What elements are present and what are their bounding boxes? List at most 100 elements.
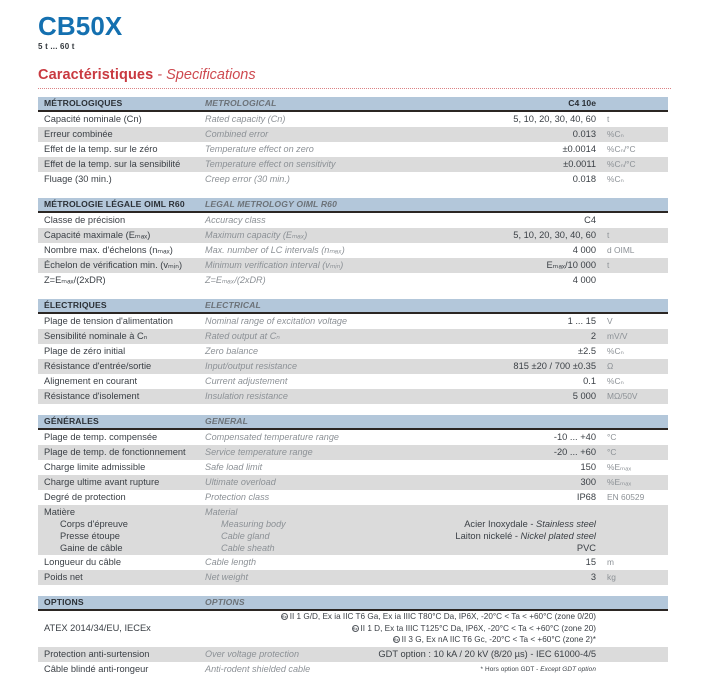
material-item-fr: Corps d'épreuve	[60, 518, 128, 529]
table-row: Plage de temp. de fonctionnement Service…	[38, 444, 668, 460]
table-row: Résistance d'isolement Insulation resist…	[38, 388, 668, 404]
product-title: CB50X	[38, 11, 123, 41]
section-header-general: GÉNÉRALES GENERAL	[38, 414, 668, 430]
material-labels-en: Material Measuring body Cable gland Cabl…	[205, 506, 433, 555]
row-label-fr: Capacité nominale (Cn)	[44, 113, 142, 124]
atex-ex-icon: Ex	[280, 612, 288, 620]
row-label-en: Anti-rodent shielded cable	[205, 663, 311, 674]
table-row: Effet de la temp. sur la sensibilité Tem…	[38, 156, 668, 172]
row-value: 0.018	[572, 173, 596, 184]
section-electrical: ÉLECTRIQUES ELECTRICAL Plage de tension …	[38, 298, 668, 404]
table-row: Longueur du câble Cable length 15 m	[38, 555, 668, 570]
material-label-en: Material	[205, 506, 238, 517]
row-label-en: Temperature effect on zero	[205, 143, 314, 154]
row-label-fr: Nombre max. d'échelons (nₘₐₓ)	[44, 244, 173, 255]
spec-table: MÉTROLOGIQUES METROLOGICAL C4 10e Capaci…	[38, 96, 668, 677]
row-label-en: Over voltage protection	[205, 648, 300, 659]
row-value: 2	[590, 330, 596, 341]
material-value-fr: Acier Inoxydale -	[464, 518, 537, 529]
row-value: IP68	[576, 491, 596, 502]
row-label-en: Rated capacity (Cn)	[205, 113, 286, 124]
row-label-fr: Câble blindé anti-rongeur	[44, 663, 149, 674]
row-label-fr: Poids net	[44, 571, 83, 582]
section-header-fr: GÉNÉRALES	[44, 415, 99, 426]
material-values: Acier Inoxydale - Stainless steel Laiton…	[433, 506, 596, 555]
material-item-fr: Presse étoupe	[60, 530, 120, 541]
row-label-en: Zero balance	[205, 345, 259, 356]
row-unit: %Eₘₐₓ	[607, 461, 632, 472]
table-row: Capacité maximale (Eₘₐₓ) Maximum capacit…	[38, 227, 668, 243]
row-label-fr: Z=Eₘₐₓ/(2xDR)	[44, 274, 106, 285]
section-header-fr: OPTIONS	[44, 596, 84, 607]
row-label-fr: Erreur combinée	[44, 128, 113, 139]
table-row: Charge ultime avant rupture Ultimate ove…	[38, 474, 668, 490]
material-item-en: Cable sheath	[221, 543, 275, 554]
material-item-en: Cable gland	[221, 530, 270, 541]
row-label-fr: Degré de protection	[44, 491, 126, 502]
row-unit: t	[607, 229, 610, 240]
row-label-en: Max. number of LC intervals (nₘₐₓ)	[205, 244, 345, 255]
row-unit: m	[607, 556, 614, 567]
table-row: Alignement en courant Current adjustemen…	[38, 374, 668, 389]
row-label-en: Accuracy class	[205, 214, 266, 225]
row-label-fr: Classe de précision	[44, 214, 126, 225]
material-item-fr: Gaine de câble	[60, 543, 123, 554]
row-unit: MΩ/50V	[607, 390, 638, 401]
row-unit: t	[607, 259, 610, 270]
table-row-material: Matière Corps d'épreuve Presse étoupe Ga…	[38, 504, 668, 555]
row-value: C4	[584, 214, 596, 225]
atex-line: Ex II 1 D, Ex ta IIIC T125°C Da, IP6X, -2…	[205, 623, 596, 635]
material-value: Acier Inoxydale - Stainless steel	[433, 518, 596, 530]
material-value-fr: PVC	[576, 543, 596, 554]
row-value: 0.1	[583, 375, 596, 386]
row-value: -20 ... +60	[553, 446, 596, 457]
row-value: 5 000	[572, 390, 596, 401]
row-unit: V	[607, 315, 613, 326]
heading-english: Specifications	[166, 67, 256, 83]
table-row: Plage de tension d'alimentation Nominal …	[38, 314, 668, 329]
atex-certifications: Ex II 1 G/D, Ex ia IIC T6 Ga, Ex ia IIIC …	[205, 611, 596, 646]
row-value: 0.013	[572, 128, 596, 139]
atex-line-text: II 1 D, Ex ta IIIC T125°C Da, IP6X, -20°…	[360, 623, 596, 633]
material-label-fr: Matière	[44, 506, 76, 517]
row-label-en: Ultimate overload	[205, 476, 276, 487]
row-label-en: Cable length	[205, 556, 257, 567]
atex-line: Ex II 1 G/D, Ex ia IIC T6 Ga, Ex ia IIIC …	[205, 611, 596, 623]
row-value: 815 ±20 / 700 ±0.35	[513, 360, 596, 371]
row-value: 5, 10, 20, 30, 40, 60	[513, 229, 596, 240]
row-label-fr: Fluage (30 min.)	[44, 173, 112, 184]
material-value-en: Nickel plated steel	[520, 530, 596, 541]
table-row: Fluage (30 min.) Creep error (30 min.) 0…	[38, 172, 668, 187]
row-value: 150	[580, 461, 596, 472]
datasheet-page: CB50X 5 t ... 60 t Caractéristiques - Sp…	[38, 11, 671, 677]
section-header-legal-metrology: MÉTROLOGIE LÉGALE OIML R60 LEGAL METROLO…	[38, 197, 668, 213]
table-row: Plage de zéro initial Zero balance ±2.5 …	[38, 344, 668, 359]
section-header-options: OPTIONS OPTIONS	[38, 595, 668, 611]
row-label-en: Combined error	[205, 128, 269, 139]
row-unit: kg	[607, 571, 616, 582]
row-label-fr: Charge limite admissible	[44, 461, 146, 472]
section-metrological: MÉTROLOGIQUES METROLOGICAL C4 10e Capaci…	[38, 96, 668, 187]
table-row: Degré de protection Protection class IP6…	[38, 490, 668, 505]
material-item-en: Measuring body	[221, 518, 286, 529]
row-label-en: Safe load limit	[205, 461, 263, 472]
row-label-en: Input/output resistance	[205, 360, 298, 371]
section-header-electrical: ÉLECTRIQUES ELECTRICAL	[38, 298, 668, 314]
row-label-en: Compensated temperature range	[205, 431, 339, 442]
row-value: 4 000	[572, 244, 596, 255]
row-label-en: Maximum capacity (Eₘₐₓ)	[205, 229, 308, 240]
row-label-fr: Plage de zéro initial	[44, 345, 126, 356]
row-unit: %Eₘₐₓ	[607, 476, 632, 487]
row-unit: %Cₙ	[607, 375, 624, 386]
table-row: Poids net Net weight 3 kg	[38, 569, 668, 585]
material-value-en: Stainless steel	[536, 518, 596, 529]
table-row: Plage de temp. compensée Compensated tem…	[38, 430, 668, 445]
row-unit: t	[607, 113, 610, 124]
section-header-fr: MÉTROLOGIQUES	[44, 97, 123, 108]
row-label-en: Insulation resistance	[205, 390, 288, 401]
table-row: Câble blindé anti-rongeur Anti-rodent sh…	[38, 662, 668, 677]
row-unit: d OIML	[607, 244, 635, 255]
table-row: Erreur combinée Combined error 0.013 %Cₙ	[38, 126, 668, 142]
row-label-fr: Résistance d'entrée/sortie	[44, 360, 152, 371]
row-value: -10 ... +40	[553, 431, 596, 442]
